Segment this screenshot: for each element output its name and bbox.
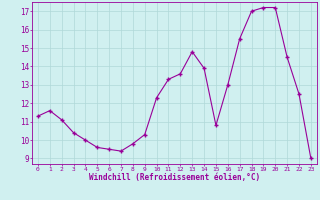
X-axis label: Windchill (Refroidissement éolien,°C): Windchill (Refroidissement éolien,°C) xyxy=(89,173,260,182)
